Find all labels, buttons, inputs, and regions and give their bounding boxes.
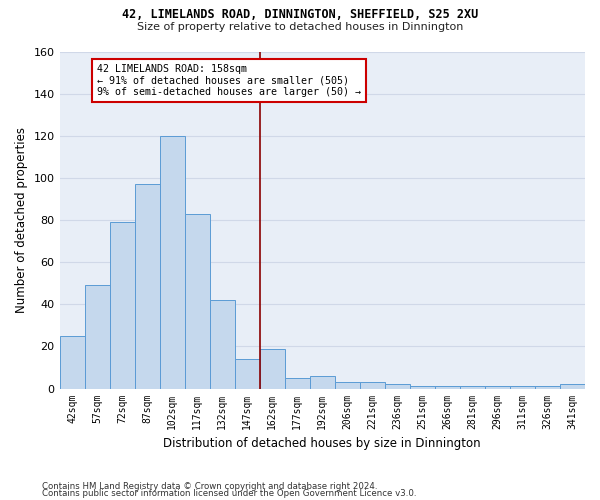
Bar (335, 382, 360, 388)
Bar (185, 214, 209, 388)
Text: Size of property relative to detached houses in Dinnington: Size of property relative to detached ho… (137, 22, 463, 32)
Bar (134, 184, 160, 388)
Bar (260, 348, 285, 389)
Text: 42 LIMELANDS ROAD: 158sqm
← 91% of detached houses are smaller (505)
9% of semi-: 42 LIMELANDS ROAD: 158sqm ← 91% of detac… (97, 64, 361, 98)
Bar (235, 359, 260, 388)
Bar (535, 386, 560, 388)
Bar (435, 386, 460, 388)
Bar (510, 386, 535, 388)
Bar (110, 222, 134, 388)
Bar (310, 376, 335, 388)
Bar (85, 286, 110, 389)
Bar (410, 386, 435, 388)
Bar (560, 384, 585, 388)
Bar (160, 136, 185, 388)
Y-axis label: Number of detached properties: Number of detached properties (15, 127, 28, 313)
Text: 42, LIMELANDS ROAD, DINNINGTON, SHEFFIELD, S25 2XU: 42, LIMELANDS ROAD, DINNINGTON, SHEFFIEL… (122, 8, 478, 20)
Bar (385, 384, 410, 388)
Bar (485, 386, 510, 388)
Bar (285, 378, 310, 388)
Bar (59, 336, 85, 388)
Bar (209, 300, 235, 388)
Text: Contains public sector information licensed under the Open Government Licence v3: Contains public sector information licen… (42, 490, 416, 498)
X-axis label: Distribution of detached houses by size in Dinnington: Distribution of detached houses by size … (163, 437, 481, 450)
Bar (360, 382, 385, 388)
Text: Contains HM Land Registry data © Crown copyright and database right 2024.: Contains HM Land Registry data © Crown c… (42, 482, 377, 491)
Bar (460, 386, 485, 388)
